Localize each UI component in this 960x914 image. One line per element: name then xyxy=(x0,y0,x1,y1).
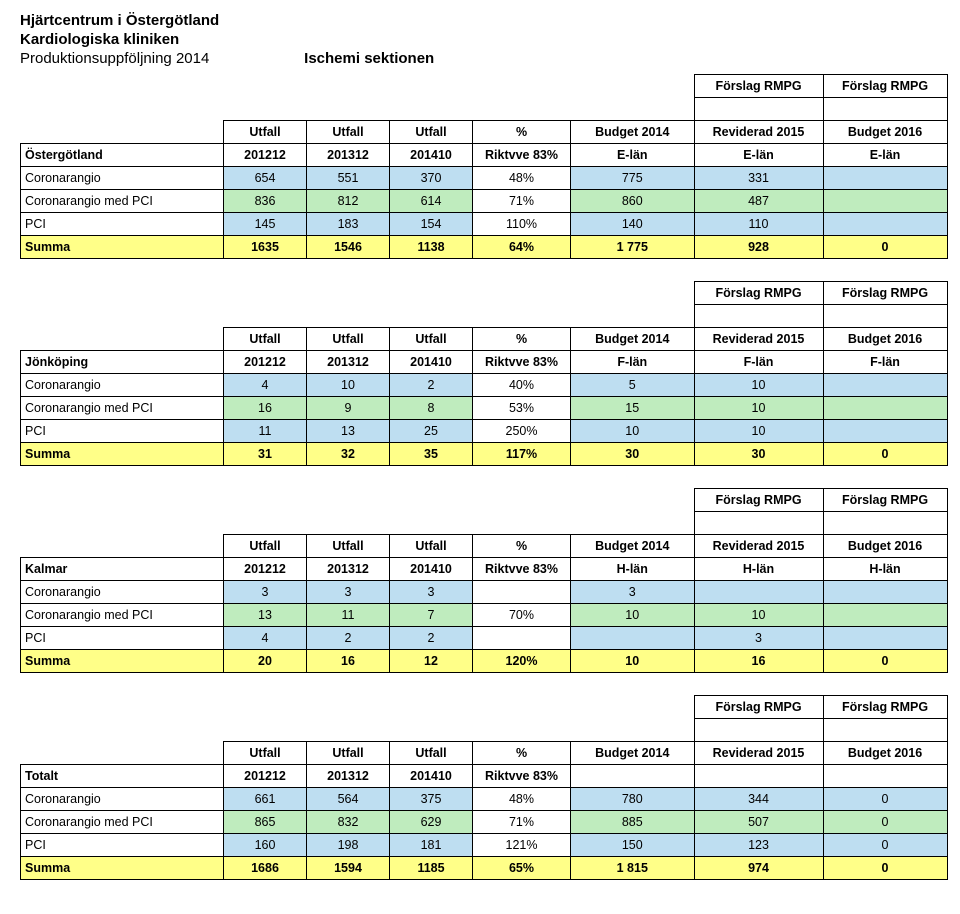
data-table: Förslag RMPGFörslag RMPGUtfallUtfallUtfa… xyxy=(20,695,948,880)
subtitle: Produktionsuppföljning 2014 xyxy=(20,50,300,69)
org-line-2: Kardiologiska kliniken xyxy=(20,31,940,50)
page-header: Hjärtcentrum i Östergötland Kardiologisk… xyxy=(20,12,940,68)
org-line-1: Hjärtcentrum i Östergötland xyxy=(20,12,940,31)
data-table: Förslag RMPGFörslag RMPGUtfallUtfallUtfa… xyxy=(20,281,948,466)
section-name: Ischemi sektionen xyxy=(304,50,434,69)
data-table: Förslag RMPGFörslag RMPGUtfallUtfallUtfa… xyxy=(20,74,948,259)
data-table: Förslag RMPGFörslag RMPGUtfallUtfallUtfa… xyxy=(20,488,948,673)
org-line-3: Produktionsuppföljning 2014 Ischemi sekt… xyxy=(20,50,940,69)
